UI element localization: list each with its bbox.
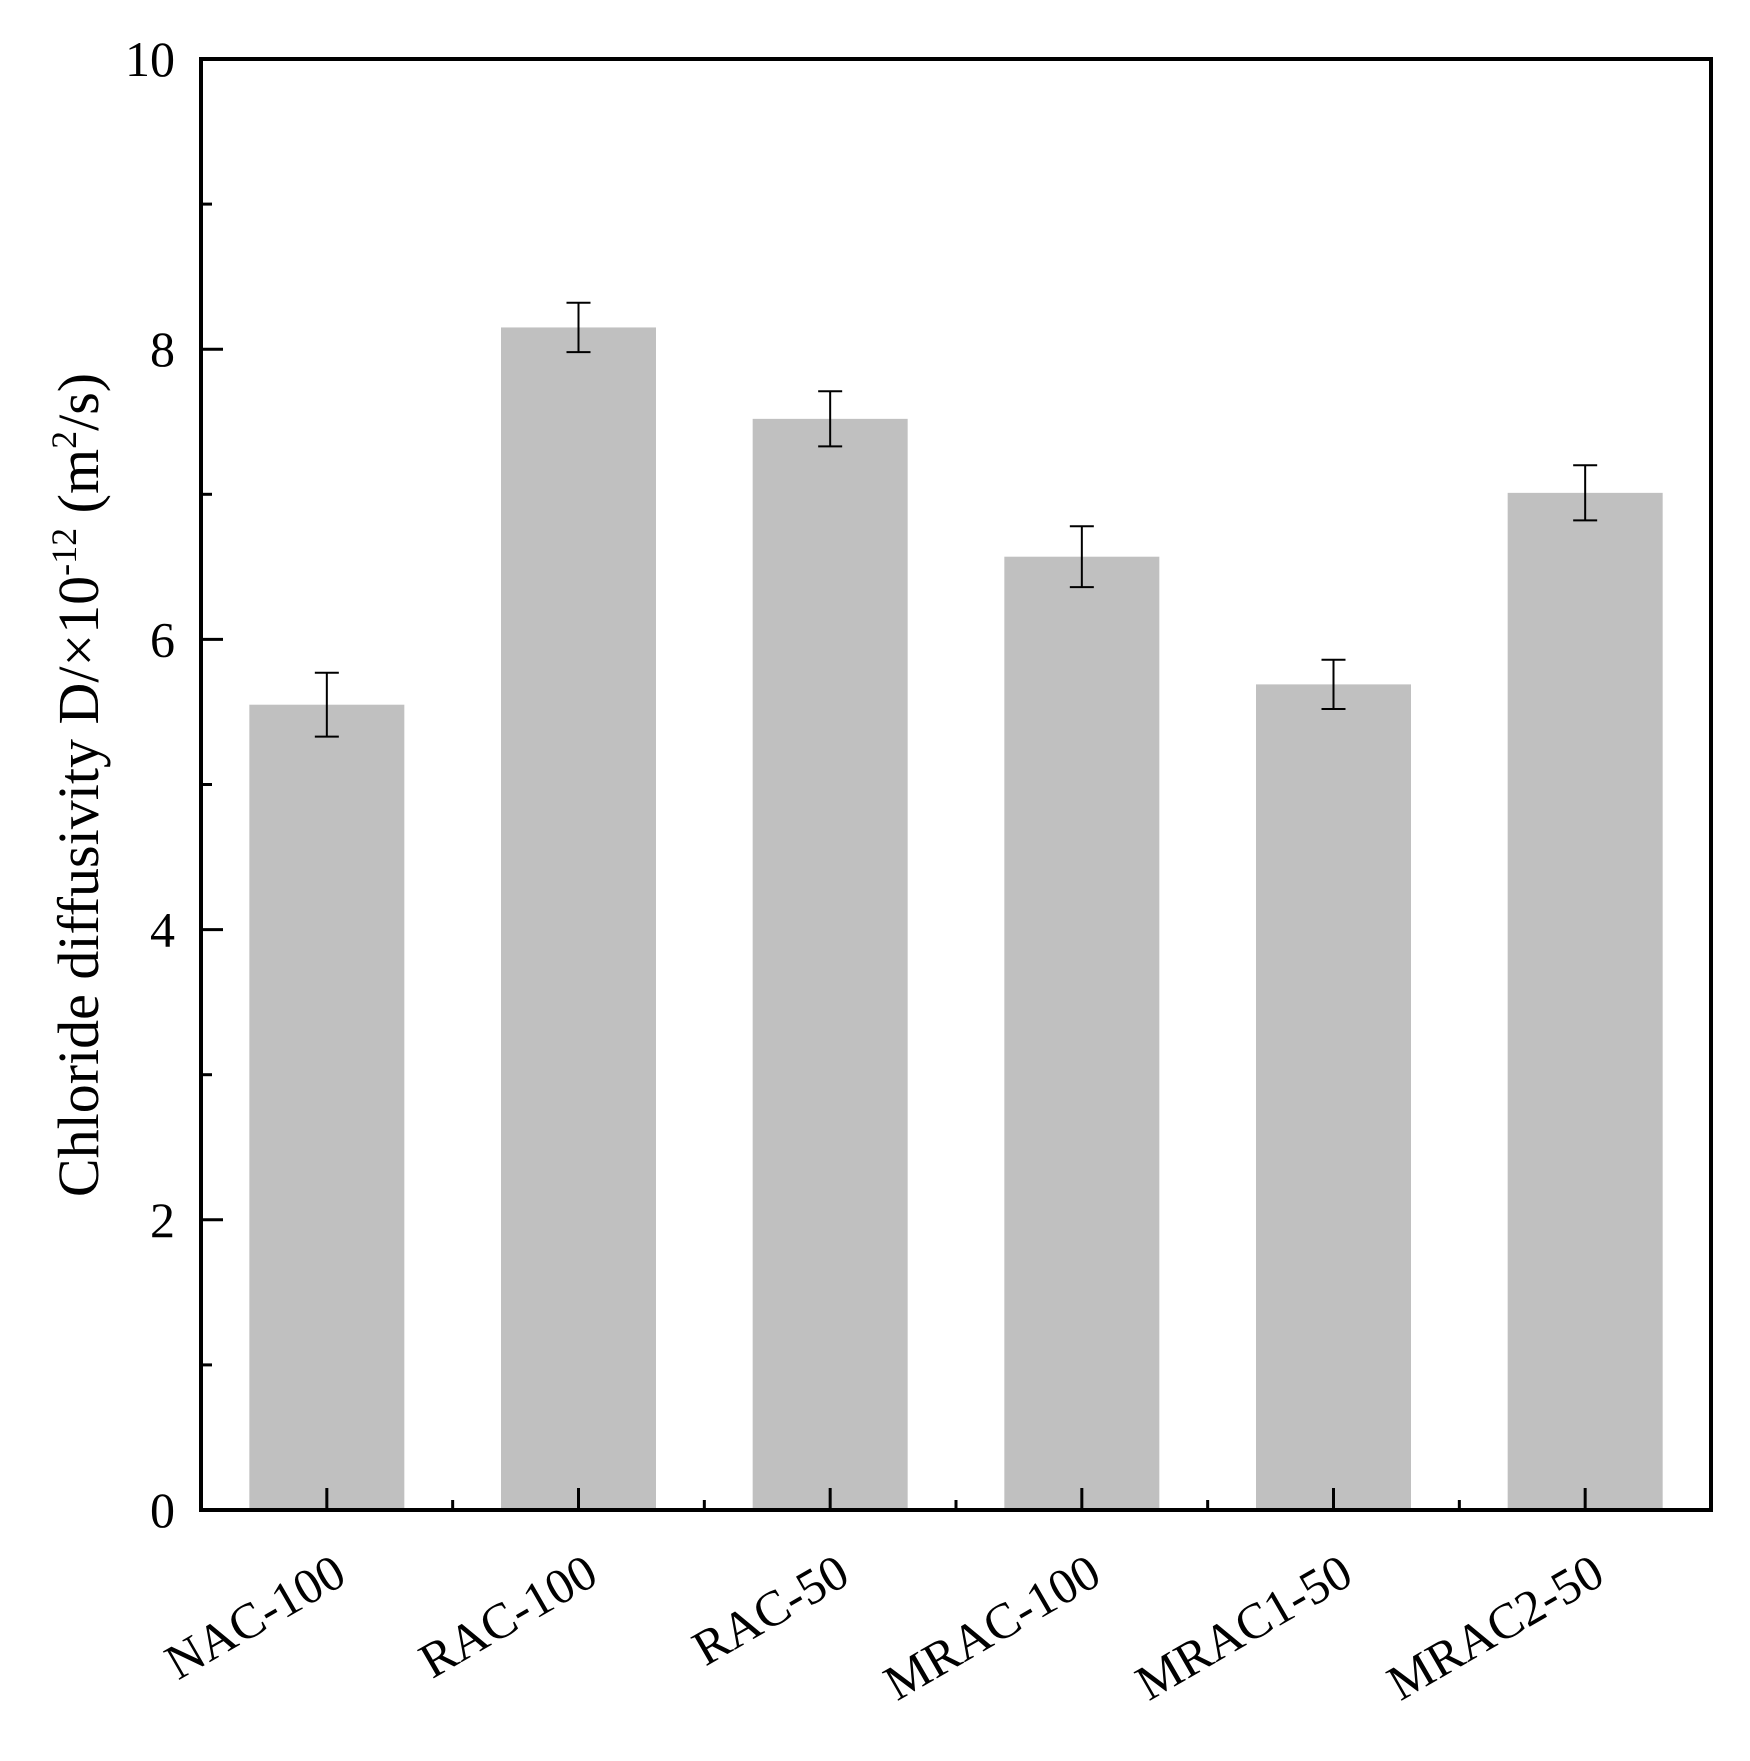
y-axis-title-main: Chloride diffusivity D/×10: [46, 576, 111, 1197]
x-label-RAC-100: RAC-100: [410, 1543, 606, 1689]
bar-RAC-100: [501, 327, 656, 1510]
y-tick-labels: 0 2 4 6 8 10: [125, 31, 175, 1538]
error-bar-MRAC-100: [1069, 525, 1094, 589]
error-bars-group: [314, 301, 1598, 738]
bar-MRAC-100: [1004, 556, 1160, 1510]
bar-MRAC1-50: [1256, 684, 1411, 1510]
error-bar-MRAC1-50: [1321, 658, 1346, 711]
y-axis-title-unit-close: /s): [46, 373, 111, 431]
x-label-MRAC-100: MRAC-100: [874, 1543, 1109, 1711]
error-bar-RAC-50: [818, 390, 843, 448]
y-tick-label-10: 10: [125, 31, 175, 87]
bars-group: [249, 327, 1663, 1510]
y-axis-title-unit-open: (m: [46, 449, 111, 528]
plot-frame: [199, 57, 1713, 1512]
x-label-RAC-50: RAC-50: [683, 1543, 858, 1676]
x-label-MRAC2-50: MRAC2-50: [1378, 1543, 1613, 1711]
bar-NAC-100: [249, 704, 405, 1510]
y-axis-title-exponent: -12: [44, 528, 84, 576]
y-tick-label-0: 0: [150, 1482, 175, 1538]
y-tick-label-2: 2: [150, 1192, 175, 1248]
x-category-labels: NAC-100 RAC-100 RAC-50 MRAC-100 MRAC1-50 MRAC…: [156, 1543, 1613, 1711]
error-bar-MRAC2-50: [1573, 464, 1598, 522]
x-label-NAC-100: NAC-100: [156, 1543, 355, 1690]
bar-MRAC2-50: [1507, 492, 1663, 1510]
bar-RAC-50: [752, 418, 908, 1510]
y-axis-title-unit-exponent: 2: [44, 431, 84, 449]
y-tick-label-8: 8: [150, 321, 175, 377]
y-tick-label-6: 6: [150, 611, 175, 667]
y-axis-title: Chloride diffusivity D/×10-12 (m2/s): [44, 373, 111, 1197]
x-label-MRAC1-50: MRAC1-50: [1126, 1543, 1361, 1711]
y-axis-ticks: [201, 57, 223, 1512]
error-bar-NAC-100: [314, 671, 339, 738]
y-tick-label-4: 4: [150, 902, 175, 958]
error-bar-RAC-100: [566, 301, 591, 354]
x-axis-ticks: [325, 1488, 1587, 1510]
